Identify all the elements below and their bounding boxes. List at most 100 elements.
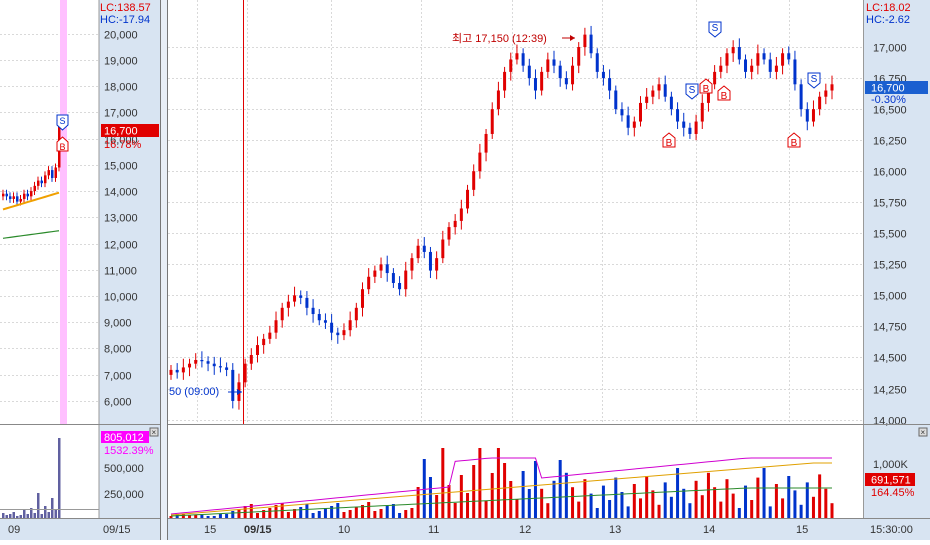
main-candle-body xyxy=(818,96,822,110)
left-price-tick: 9,000 xyxy=(104,318,132,330)
main-candle-body xyxy=(496,90,500,110)
main-candle-body xyxy=(447,227,451,240)
main-candle-body xyxy=(218,366,222,368)
left-grid xyxy=(0,34,99,402)
main-candle-body xyxy=(799,84,803,110)
main-candle-body xyxy=(805,109,809,122)
main-candle-body xyxy=(262,338,266,346)
main-candle-body xyxy=(459,208,463,221)
left-volume-bars xyxy=(0,438,99,518)
volume-ma-mid xyxy=(170,462,832,516)
main-time-tick: 15 xyxy=(796,524,808,536)
main-volume-bar xyxy=(490,473,494,518)
main-candle-body xyxy=(490,109,494,134)
left-hc-label: HC:-17.94 xyxy=(100,14,150,26)
main-volume-bar xyxy=(682,488,686,518)
volume-ma-long xyxy=(170,487,832,517)
main-volume-bar xyxy=(762,468,766,518)
main-candle-body xyxy=(391,273,395,283)
main-volume-bar xyxy=(231,511,235,518)
main-volume-bar xyxy=(200,515,204,518)
main-candle-body xyxy=(410,258,414,271)
main-candle-body xyxy=(416,245,420,259)
main-volume-bar xyxy=(688,503,692,518)
left-price-tick: 6,000 xyxy=(104,397,132,409)
main-volume-bar xyxy=(330,506,334,518)
main-candle-body xyxy=(280,307,284,321)
main-candle-body xyxy=(441,239,445,259)
left-candle-body xyxy=(30,191,33,197)
left-price-badge-text: 16,700 xyxy=(104,126,138,138)
main-candle-body xyxy=(435,258,439,271)
main-candle-body xyxy=(348,320,352,331)
main-candle-body xyxy=(169,369,173,375)
main-volume-close-icon[interactable] xyxy=(918,427,928,437)
main-volume-bar xyxy=(546,503,550,518)
main-candle-body xyxy=(175,369,179,373)
main-volume-bar xyxy=(361,505,365,518)
main-volume-bar xyxy=(706,472,710,518)
main-price-tick: 16,000 xyxy=(873,167,907,179)
main-candle-body xyxy=(694,121,698,134)
main-volume-bar xyxy=(713,487,717,518)
main-candle-body xyxy=(620,109,624,116)
left-volume-bar xyxy=(47,512,50,518)
main-volume-pct: 164.45% xyxy=(871,487,915,499)
main-candle-body xyxy=(719,65,723,72)
left-volume-bar xyxy=(40,514,43,518)
left-change-pct: 16.78% xyxy=(104,139,142,151)
left-date-label-2: 09/15 xyxy=(103,524,131,536)
main-candle-body xyxy=(200,359,204,362)
main-volume-bar xyxy=(657,504,661,518)
main-candle-body xyxy=(478,152,482,172)
left-volume-bar xyxy=(2,513,5,518)
left-price-tick: 12,000 xyxy=(104,240,138,252)
main-volume-bar xyxy=(274,505,278,518)
main-time-tick: 10 xyxy=(338,524,350,536)
main-volume-bar xyxy=(632,484,636,518)
main-candle-body xyxy=(206,361,210,364)
main-volume-bar xyxy=(249,504,253,518)
selected-bar-highlight xyxy=(60,0,67,518)
main-time-tick: 11 xyxy=(428,524,439,536)
left-price-tick: 17,000 xyxy=(104,108,138,120)
left-candle-body xyxy=(26,193,29,197)
main-candle-body xyxy=(768,59,772,72)
main-candle-body xyxy=(614,90,618,110)
main-candle-body xyxy=(657,84,661,91)
main-volume-bar xyxy=(373,511,377,518)
main-candle-body xyxy=(830,84,834,91)
main-candle-body xyxy=(361,289,365,308)
left-volume-bar xyxy=(26,514,29,518)
main-volume-bar xyxy=(305,504,309,518)
main-candle-body xyxy=(466,189,470,209)
left-volume-bar xyxy=(37,493,40,518)
left-candle-body xyxy=(44,175,47,184)
main-volume-bar xyxy=(188,515,192,518)
main-volume-bar xyxy=(169,516,173,518)
left-volume-bar xyxy=(58,438,61,518)
main-volume-bar xyxy=(830,503,834,518)
buy-marker: B xyxy=(662,132,676,149)
main-candle-body xyxy=(323,320,327,323)
main-candle-body xyxy=(725,53,729,66)
main-price-tick: 14,250 xyxy=(873,385,907,397)
main-candle-body xyxy=(811,109,815,122)
panel-splitter[interactable] xyxy=(160,0,168,540)
main-candle-body xyxy=(682,121,686,128)
marker-label: B xyxy=(791,138,798,149)
main-volume-bar xyxy=(354,507,358,518)
main-volume-bar xyxy=(391,504,395,518)
main-volume-bar xyxy=(818,474,822,518)
marker-label: S xyxy=(811,74,818,85)
main-time-ticks: 15 09/15 10 11 12 13 14 15 xyxy=(204,524,808,536)
left-volume-close-icon[interactable] xyxy=(149,427,159,437)
main-volume-bar xyxy=(472,465,476,518)
main-volume-bar xyxy=(367,502,371,518)
main-volume-bar xyxy=(645,476,649,518)
main-price-tick: 15,000 xyxy=(873,291,907,303)
main-volume-bar xyxy=(571,487,575,518)
left-volume-bar xyxy=(19,515,22,518)
